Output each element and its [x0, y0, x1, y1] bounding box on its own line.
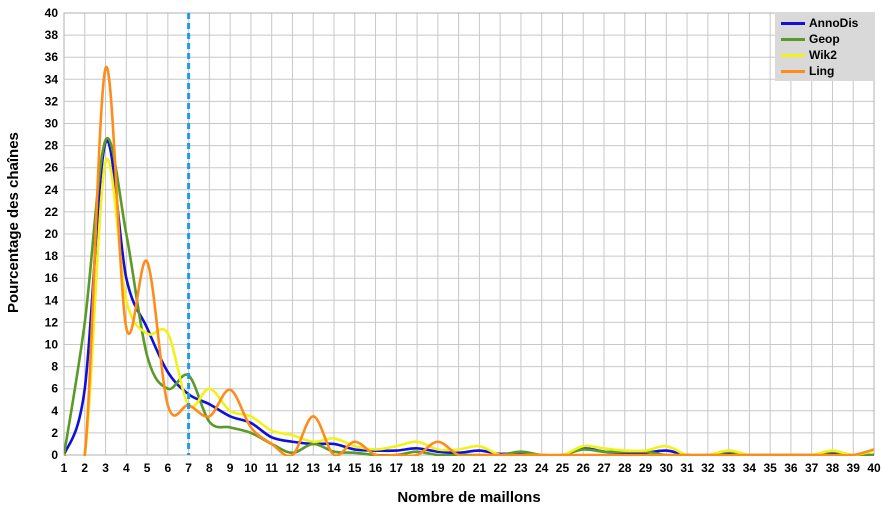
x-tick-label: 20 — [452, 461, 466, 475]
x-tick-label: 11 — [265, 461, 278, 475]
x-tick-label: 3 — [102, 461, 109, 475]
x-tick-label: 33 — [722, 461, 736, 475]
x-tick-label: 15 — [348, 461, 362, 475]
y-tick-label: 26 — [45, 161, 59, 175]
y-tick-label: 12 — [45, 315, 59, 329]
x-tick-label: 40 — [867, 461, 881, 475]
y-tick-label: 16 — [45, 271, 59, 285]
legend-swatch — [781, 54, 805, 57]
legend-label: Geop — [809, 32, 840, 46]
x-tick-label: 35 — [763, 461, 777, 475]
series-line-annodis — [64, 139, 875, 456]
y-axis-label: Pourcentage des chaînes — [5, 132, 22, 313]
y-tick-label: 40 — [45, 6, 59, 20]
y-tick-label: 32 — [45, 94, 59, 108]
series-lines — [64, 65, 875, 456]
x-tick-label: 37 — [805, 461, 819, 475]
y-tick-label: 14 — [45, 293, 59, 307]
legend-item-ling: Ling — [775, 63, 875, 80]
x-tick-label: 36 — [784, 461, 798, 475]
x-tick-label: 19 — [431, 461, 445, 475]
legend-label: AnnoDis — [809, 16, 859, 30]
x-tick-labels: 1 2 3 4 5 6 7 8 9 10 11 12 13 14 15 16 17 18 19 20 21 22 23 24 2… — [61, 461, 881, 475]
y-tick-label: 2 — [51, 426, 58, 440]
legend-swatch — [781, 70, 805, 73]
x-tick-label: 32 — [701, 461, 715, 475]
x-tick-label: 29 — [639, 461, 653, 475]
x-tick-label: 26 — [577, 461, 591, 475]
x-tick-label: 34 — [743, 461, 757, 475]
y-tick-label: 10 — [45, 338, 59, 352]
grid-lines — [63, 12, 875, 456]
x-tick-label: 7 — [185, 461, 192, 475]
legend-swatch — [781, 22, 805, 25]
y-tick-label: 18 — [45, 249, 59, 263]
series-line-wik2 — [64, 157, 875, 456]
x-tick-label: 21 — [473, 461, 487, 475]
legend-label: Wik2 — [809, 48, 837, 62]
x-tick-label: 10 — [244, 461, 258, 475]
x-tick-label: 39 — [847, 461, 861, 475]
x-tick-label: 18 — [410, 461, 424, 475]
x-tick-label: 28 — [618, 461, 632, 475]
series-line-ling — [64, 65, 875, 456]
x-tick-label: 22 — [493, 461, 507, 475]
legend-swatch — [781, 38, 805, 41]
y-tick-label: 22 — [45, 205, 59, 219]
x-axis-label: Nombre de maillons — [397, 489, 541, 506]
x-tick-label: 13 — [307, 461, 321, 475]
x-tick-label: 14 — [327, 461, 341, 475]
x-tick-label: 5 — [144, 461, 151, 475]
x-tick-label: 17 — [390, 461, 404, 475]
x-tick-label: 12 — [286, 461, 300, 475]
y-tick-label: 24 — [45, 183, 59, 197]
legend-item-annodis: AnnoDis — [775, 15, 875, 32]
x-tick-label: 16 — [369, 461, 383, 475]
y-tick-label: 0 — [51, 448, 58, 462]
x-tick-label: 24 — [535, 461, 549, 475]
y-tick-label: 34 — [45, 72, 59, 86]
x-tick-label: 38 — [826, 461, 840, 475]
x-tick-label: 31 — [680, 461, 694, 475]
x-tick-label: 30 — [660, 461, 674, 475]
series-line-geop — [64, 136, 875, 456]
y-tick-label: 38 — [45, 28, 59, 42]
x-tick-label: 1 — [61, 461, 68, 475]
x-tick-label: 27 — [597, 461, 611, 475]
x-tick-label: 4 — [123, 461, 130, 475]
y-tick-label: 28 — [45, 139, 59, 153]
legend-item-geop: Geop — [775, 31, 875, 48]
legend-label: Ling — [809, 64, 835, 78]
legend-item-wik2: Wik2 — [775, 47, 875, 64]
x-tick-label: 25 — [556, 461, 570, 475]
x-tick-label: 23 — [514, 461, 528, 475]
y-tick-label: 30 — [45, 117, 59, 131]
y-tick-label: 8 — [51, 360, 58, 374]
legend: AnnoDis Geop Wik2 Ling — [775, 12, 875, 81]
y-tick-label: 4 — [51, 404, 58, 418]
y-tick-label: 6 — [51, 382, 58, 396]
x-tick-label: 2 — [81, 461, 88, 475]
x-tick-label: 8 — [206, 461, 213, 475]
x-tick-label: 9 — [227, 461, 234, 475]
x-tick-label: 6 — [165, 461, 172, 475]
y-tick-label: 36 — [45, 50, 59, 64]
y-tick-label: 20 — [45, 227, 59, 241]
